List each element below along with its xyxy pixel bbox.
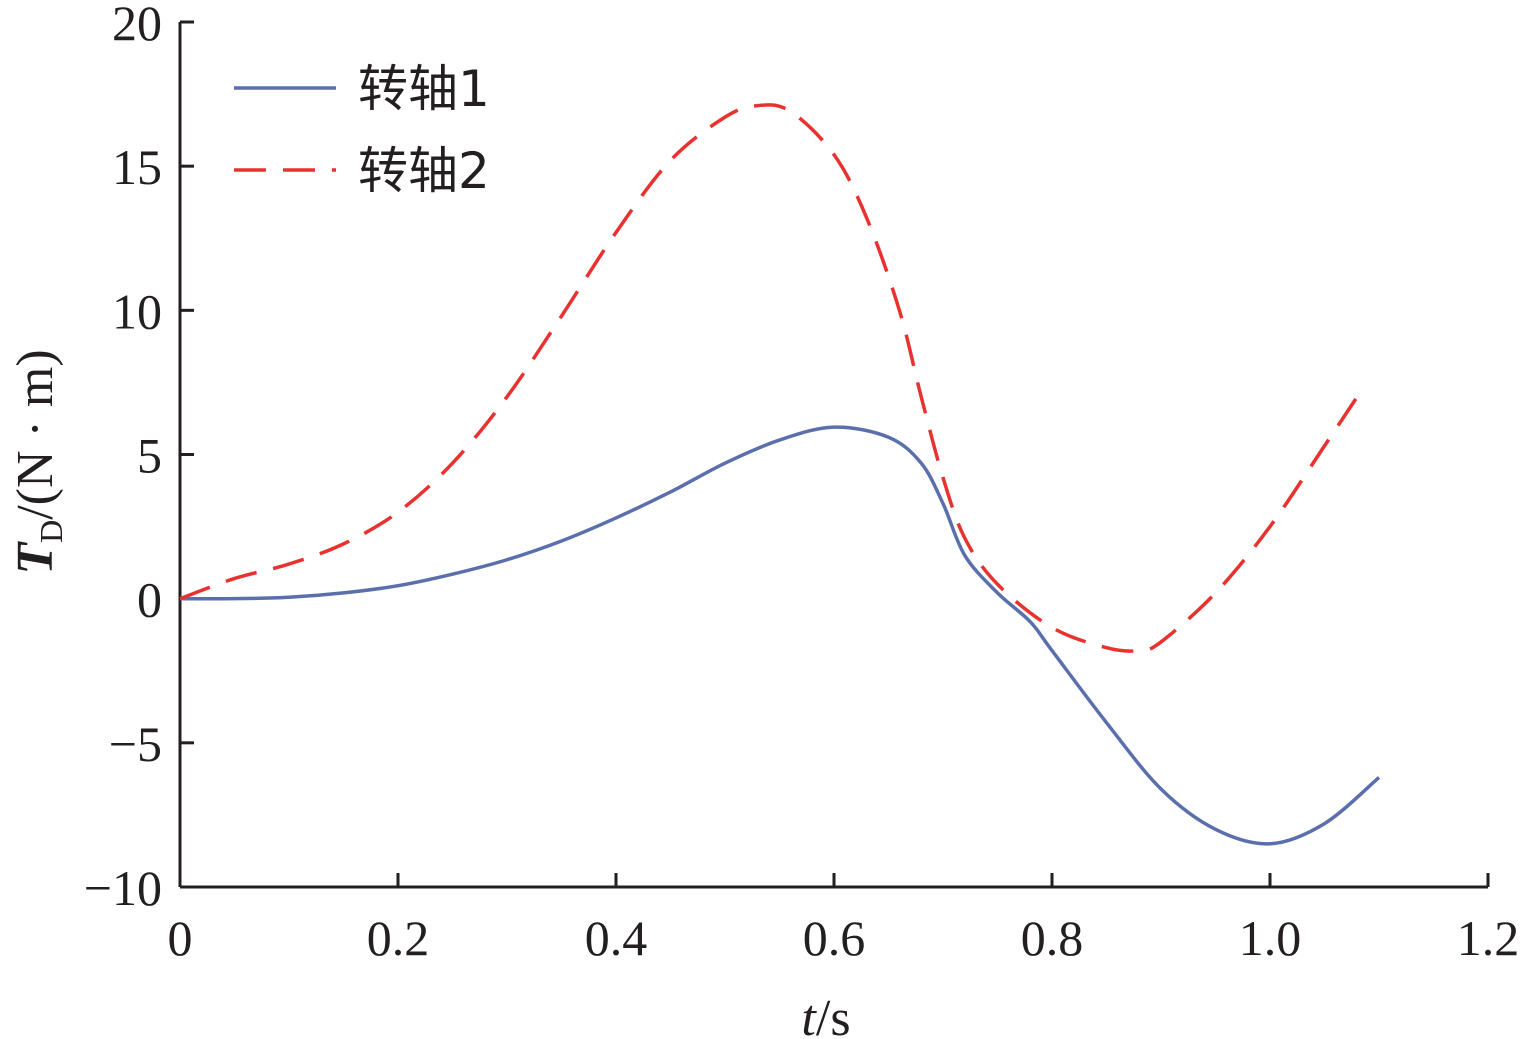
x-tick-label: 1.2 <box>1457 910 1520 966</box>
x-tick-label: 0 <box>168 910 193 966</box>
y-tick-label: −5 <box>109 716 162 772</box>
y-tick-label: 15 <box>112 139 162 195</box>
series-line-1 <box>179 425 1381 846</box>
y-tick-label: 5 <box>137 428 162 484</box>
y-tick-label: 0 <box>137 572 162 628</box>
x-axis-title: t/s <box>801 990 850 1039</box>
legend-label-2: 转轴2 <box>358 142 490 200</box>
x-tick-label: 0.8 <box>1021 910 1084 966</box>
x-tick-label: 0.4 <box>585 910 648 966</box>
series-line-2 <box>179 103 1359 653</box>
x-tick-label: 0.6 <box>803 910 866 966</box>
series-layer <box>179 103 1381 846</box>
y-tick-label: 10 <box>112 283 162 339</box>
y-tick-label: 20 <box>112 0 162 51</box>
legend-label-1: 转轴1 <box>358 60 490 118</box>
y-axis-title: TD/(N · m) <box>7 349 69 574</box>
x-tick-label: 0.2 <box>367 910 430 966</box>
x-tick-label: 1.0 <box>1239 910 1302 966</box>
ticks: 0 0.2 0.4 0.6 0.8 1.0 1.2 −10 −5 0 5 10 15 20 <box>84 0 1519 966</box>
y-tick-label: −10 <box>84 860 162 916</box>
